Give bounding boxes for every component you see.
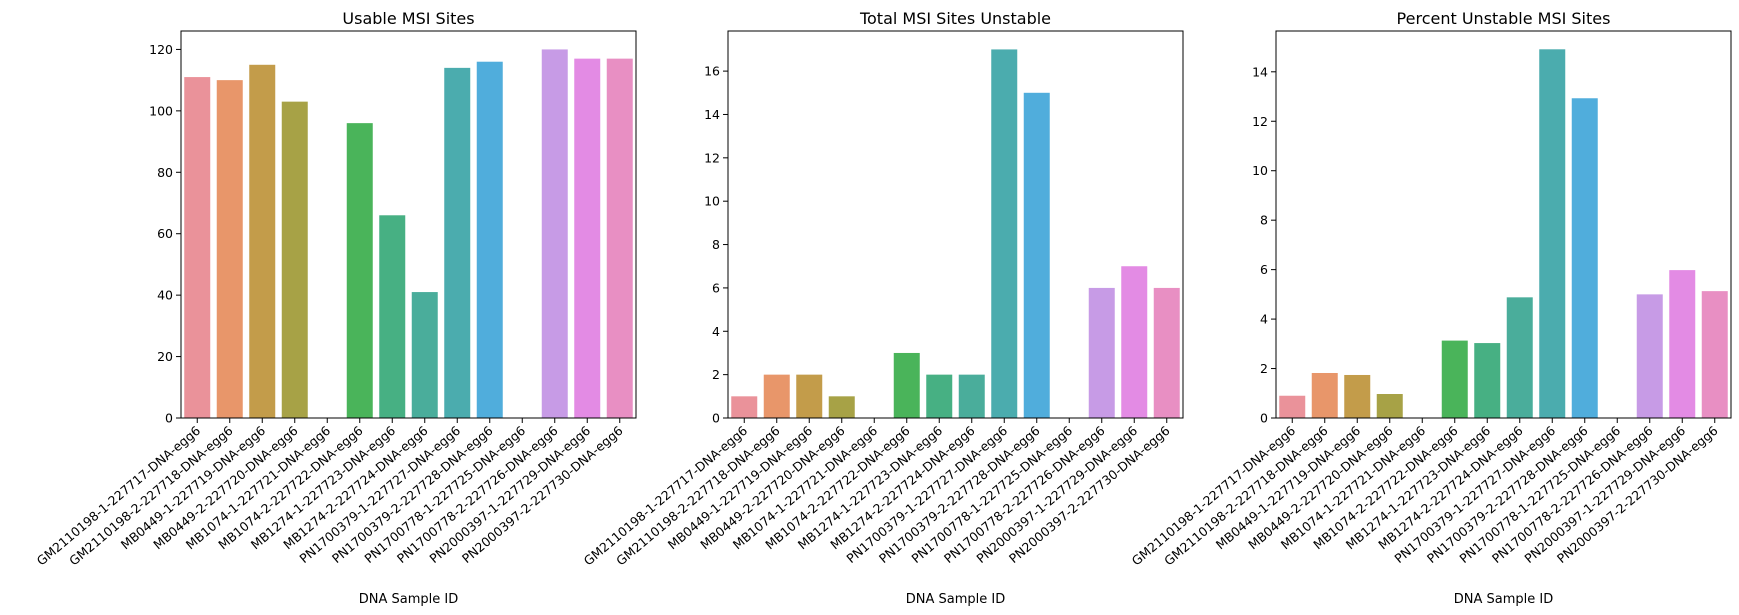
chart-panel-1: 020406080100120GM2110198-1-227717-DNA-eg…	[34, 9, 637, 607]
bar-8	[1506, 297, 1533, 418]
y-tick-label: 6	[1260, 262, 1268, 277]
y-tick-label: 2	[712, 367, 720, 382]
bar-1	[1279, 395, 1306, 418]
bar-1	[731, 396, 758, 418]
bar-3	[249, 64, 276, 418]
bar-4	[1376, 394, 1403, 418]
bar-4	[281, 101, 308, 418]
bar-14	[1701, 291, 1728, 418]
bar-10	[476, 61, 503, 419]
y-tick-label: 4	[712, 324, 720, 339]
chart-title: Usable MSI Sites	[342, 9, 474, 28]
bar-7	[379, 215, 406, 418]
bar-8	[958, 374, 985, 418]
bar-1	[184, 77, 211, 418]
bar-13	[574, 58, 601, 418]
bar-7	[926, 374, 953, 418]
bar-14	[606, 58, 633, 418]
bar-9	[444, 67, 471, 419]
y-tick-label: 2	[1260, 361, 1268, 376]
y-tick-label: 14	[1252, 64, 1268, 79]
bar-7	[1474, 343, 1501, 418]
plot-frame	[180, 30, 637, 419]
y-tick-label: 80	[157, 165, 173, 180]
y-tick-label: 4	[1260, 312, 1268, 327]
y-tick-label: 0	[712, 411, 720, 426]
bar-6	[893, 352, 920, 418]
y-tick-label: 20	[157, 349, 173, 364]
y-tick-label: 100	[149, 103, 173, 118]
y-tick-label: 6	[712, 280, 720, 295]
bar-10	[1571, 98, 1598, 418]
bar-6	[1441, 340, 1468, 418]
bar-3	[796, 374, 823, 418]
bar-12	[541, 49, 568, 419]
bar-2	[216, 80, 243, 418]
bar-10	[1023, 92, 1050, 418]
x-axis-label: DNA Sample ID	[906, 592, 1005, 607]
plot-frame	[727, 30, 1184, 419]
y-tick-label: 8	[712, 237, 720, 252]
y-tick-label: 60	[157, 226, 173, 241]
bar-9	[1539, 49, 1566, 419]
bar-2	[763, 374, 790, 418]
bar-6	[346, 123, 373, 418]
bar-3	[1344, 374, 1371, 418]
chart-title: Percent Unstable MSI Sites	[1397, 9, 1611, 28]
y-tick-label: 8	[1260, 213, 1268, 228]
chart-title: Total MSI Sites Unstable	[859, 9, 1051, 28]
bar-8	[411, 292, 438, 418]
y-tick-label: 14	[704, 107, 720, 122]
y-tick-label: 12	[704, 150, 720, 165]
bar-9	[991, 49, 1018, 419]
x-axis-label: DNA Sample ID	[359, 592, 458, 607]
y-tick-label: 16	[704, 64, 720, 79]
bar-2	[1311, 372, 1338, 418]
bar-4	[828, 396, 855, 418]
bar-12	[1088, 287, 1115, 418]
y-tick-label: 10	[1252, 163, 1268, 178]
chart-panel-3: 02468101214GM2110198-1-227717-DNA-egg6GM…	[1129, 9, 1732, 607]
bar-12	[1636, 294, 1663, 418]
y-tick-label: 40	[157, 288, 173, 303]
bar-14	[1153, 287, 1180, 418]
chart-panel-2: 0246810121416GM2110198-1-227717-DNA-egg6…	[581, 9, 1184, 607]
x-axis-label: DNA Sample ID	[1454, 592, 1553, 607]
y-tick-label: 0	[1260, 411, 1268, 426]
y-tick-label: 0	[165, 411, 173, 426]
bar-13	[1121, 266, 1148, 418]
y-tick-label: 10	[704, 194, 720, 209]
plot-frame	[1275, 30, 1732, 419]
y-tick-label: 120	[149, 42, 173, 57]
bar-13	[1669, 270, 1696, 418]
y-tick-label: 12	[1252, 114, 1268, 129]
